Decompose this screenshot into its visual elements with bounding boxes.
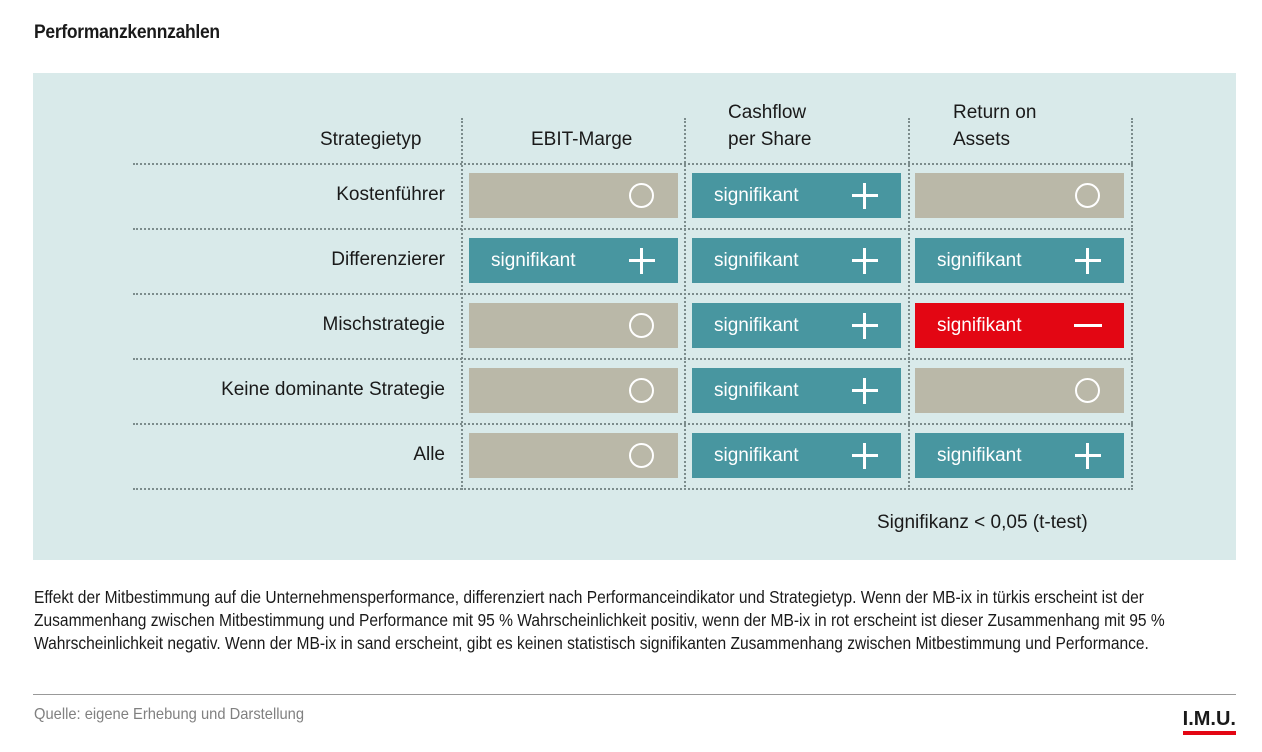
plus-icon: [1073, 441, 1103, 471]
result-cell-none: [469, 368, 678, 413]
column-header-line: Return on: [953, 102, 1037, 123]
cell-label: signifikant: [714, 444, 799, 466]
result-cell-positive: signifikant: [692, 173, 901, 218]
circle-icon: [627, 311, 657, 341]
result-cell-positive: signifikant: [692, 368, 901, 413]
cell-label: signifikant: [714, 314, 799, 336]
row-label: Kostenführer: [336, 184, 445, 205]
row-label: Alle: [413, 444, 445, 465]
plus-icon: [850, 376, 880, 406]
figure-caption: Effekt der Mitbestimmung auf die Unterne…: [34, 587, 1165, 653]
cell-label: signifikant: [714, 379, 799, 401]
row-header: Strategietyp: [320, 129, 422, 150]
result-cell-none: [469, 303, 678, 348]
cell-label: signifikant: [714, 249, 799, 271]
row-divider: [133, 488, 1133, 490]
column-header: EBIT-Marge: [531, 99, 632, 153]
result-cell-positive: signifikant: [692, 238, 901, 283]
result-cell-positive: signifikant: [692, 433, 901, 478]
row-divider: [133, 423, 1133, 425]
circle-icon: [627, 441, 657, 471]
column-header-line: Cashflow: [728, 102, 807, 123]
row-label: Mischstrategie: [322, 314, 446, 335]
plus-icon: [850, 311, 880, 341]
column-divider: [684, 118, 686, 490]
cell-label: signifikant: [714, 184, 799, 206]
plus-icon: [850, 181, 880, 211]
result-cell-positive: signifikant: [915, 433, 1124, 478]
page-title: Performanzkennzahlen: [34, 22, 220, 43]
plus-icon: [850, 441, 880, 471]
circle-icon: [627, 181, 657, 211]
row-divider: [133, 163, 1133, 165]
result-cell-negative: signifikant: [915, 303, 1124, 348]
plus-icon: [1073, 246, 1103, 276]
significance-note: Signifikanz < 0,05 (t-test): [877, 512, 1088, 533]
column-header-line: EBIT-Marge: [531, 129, 633, 150]
cell-label: signifikant: [937, 444, 1022, 466]
column-header-line: per Share: [728, 129, 812, 150]
result-cell-none: [915, 173, 1124, 218]
plus-icon: [850, 246, 880, 276]
divider: [33, 694, 1236, 695]
column-divider: [1131, 118, 1133, 490]
cell-label: signifikant: [491, 249, 576, 271]
column-header: Cashflow per Share: [728, 99, 811, 153]
column-header-line: [531, 99, 632, 126]
cell-label: signifikant: [937, 314, 1022, 336]
result-cell-none: [469, 433, 678, 478]
row-divider: [133, 358, 1133, 360]
result-cell-none: [915, 368, 1124, 413]
circle-icon: [1073, 376, 1103, 406]
row-label: Keine dominante Strategie: [221, 379, 445, 400]
circle-icon: [1073, 181, 1103, 211]
result-cell-none: [469, 173, 678, 218]
column-header: Return on Assets: [953, 99, 1036, 153]
result-cell-positive: signifikant: [469, 238, 678, 283]
result-cell-positive: signifikant: [692, 303, 901, 348]
minus-icon: [1073, 311, 1103, 341]
circle-icon: [627, 376, 657, 406]
row-divider: [133, 293, 1133, 295]
column-divider: [461, 118, 463, 490]
result-cell-positive: signifikant: [915, 238, 1124, 283]
row-divider: [133, 228, 1133, 230]
column-divider: [908, 118, 910, 490]
row-label: Differenzierer: [331, 249, 445, 270]
column-header-line: Assets: [953, 129, 1011, 150]
cell-label: signifikant: [937, 249, 1022, 271]
plus-icon: [627, 246, 657, 276]
imu-logo: I.M.U.: [1182, 707, 1236, 735]
source-note: Quelle: eigene Erhebung und Darstellung: [34, 706, 305, 723]
